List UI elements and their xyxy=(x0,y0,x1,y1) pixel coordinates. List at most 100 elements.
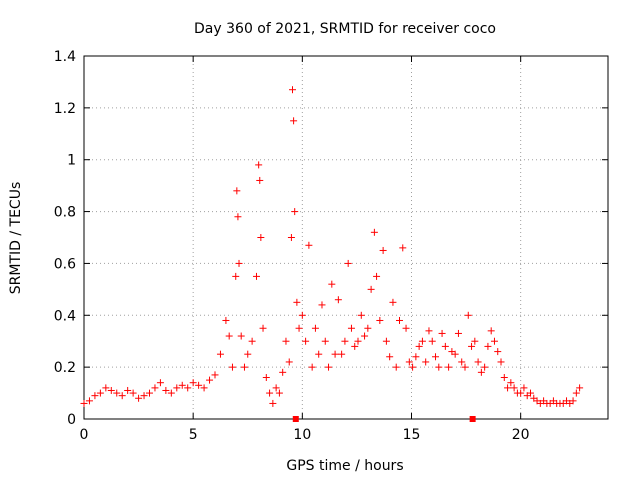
data-point xyxy=(325,363,333,371)
data-point xyxy=(200,384,208,392)
data-point xyxy=(146,389,153,397)
data-point xyxy=(298,311,306,319)
data-point xyxy=(392,363,400,371)
data-point xyxy=(458,358,466,366)
data-point xyxy=(308,363,316,371)
data-point xyxy=(102,384,110,392)
data-point xyxy=(347,324,355,332)
data-point xyxy=(321,337,329,345)
data-point xyxy=(441,342,449,350)
y-axis-label: SRMTID / TECUs xyxy=(8,182,24,295)
data-point xyxy=(222,316,230,324)
data-point xyxy=(331,350,339,358)
data-point xyxy=(481,363,489,371)
data-point xyxy=(373,272,381,280)
data-point xyxy=(454,329,462,337)
data-point xyxy=(266,389,274,397)
data-point xyxy=(315,350,323,358)
data-point xyxy=(497,358,505,366)
data-point xyxy=(445,363,453,371)
x-tick-label: 0 xyxy=(80,427,89,443)
data-point xyxy=(189,379,197,387)
data-point xyxy=(399,244,407,252)
y-tick-label: 0.4 xyxy=(54,308,76,324)
data-point xyxy=(302,337,310,345)
data-point xyxy=(328,280,336,288)
data-point xyxy=(228,363,236,371)
data-point xyxy=(232,272,240,280)
data-point xyxy=(386,353,394,361)
data-point xyxy=(289,86,297,94)
data-point xyxy=(461,363,469,371)
data-point xyxy=(129,389,137,397)
chart-title: Day 360 of 2021, SRMTID for receiver coc… xyxy=(194,21,496,37)
data-point xyxy=(334,296,342,304)
data-point xyxy=(259,324,267,332)
data-point xyxy=(370,228,378,236)
y-tick-label: 0 xyxy=(67,412,76,428)
data-point xyxy=(432,353,440,361)
data-point xyxy=(257,234,265,241)
data-point xyxy=(395,316,403,324)
data-point xyxy=(275,389,283,397)
data-point xyxy=(206,376,214,384)
y-tick-label: 1.2 xyxy=(54,101,76,117)
data-point xyxy=(576,384,584,392)
data-point xyxy=(357,311,365,319)
y-tick-label: 1 xyxy=(67,153,76,169)
data-point xyxy=(233,187,241,195)
axis-ticks: 0 5 10 15 20 0 0.2 0.4 0.6 0.8 1 1.2 1.4 xyxy=(54,49,608,443)
data-point xyxy=(291,208,299,216)
data-point xyxy=(382,337,390,345)
data-point xyxy=(471,337,479,345)
data-point xyxy=(412,353,420,361)
data-point xyxy=(572,389,580,397)
square-marker xyxy=(469,416,476,422)
data-point xyxy=(451,350,459,358)
data-point xyxy=(195,381,203,389)
data-point xyxy=(364,324,372,332)
data-point xyxy=(405,358,413,366)
data-point xyxy=(124,386,132,394)
data-point xyxy=(402,324,410,332)
data-point xyxy=(477,368,485,376)
data-point xyxy=(425,327,433,335)
data-point xyxy=(507,379,515,387)
data-point xyxy=(240,363,248,371)
data-point xyxy=(318,301,326,309)
data-point xyxy=(135,394,143,402)
data-point xyxy=(107,386,115,394)
data-point xyxy=(354,337,362,345)
data-point xyxy=(113,389,121,397)
data-point xyxy=(468,342,476,350)
y-tick-label: 0.8 xyxy=(54,205,76,221)
data-point xyxy=(173,384,181,392)
data-point xyxy=(569,397,577,405)
data-point xyxy=(156,379,164,387)
data-point xyxy=(235,259,243,267)
data-point xyxy=(367,285,375,293)
data-point xyxy=(351,342,359,350)
data-point xyxy=(526,389,534,397)
plot-frame xyxy=(83,55,609,420)
data-point xyxy=(504,384,512,392)
y-tick-label: 1.4 xyxy=(54,49,76,65)
data-point xyxy=(422,358,430,366)
data-point xyxy=(474,358,482,366)
data-point xyxy=(151,384,159,392)
x-axis-label: GPS time / hours xyxy=(286,458,403,474)
data-point xyxy=(520,384,528,392)
x-tick-label: 10 xyxy=(293,427,311,443)
data-point xyxy=(361,332,369,340)
data-point xyxy=(272,384,280,392)
data-point xyxy=(490,337,498,345)
data-point xyxy=(211,371,219,379)
data-points xyxy=(80,86,584,422)
data-point xyxy=(262,374,270,382)
data-point xyxy=(344,259,352,267)
data-point xyxy=(234,213,242,221)
data-point xyxy=(305,241,313,249)
data-point xyxy=(167,389,175,397)
data-point xyxy=(80,399,88,407)
